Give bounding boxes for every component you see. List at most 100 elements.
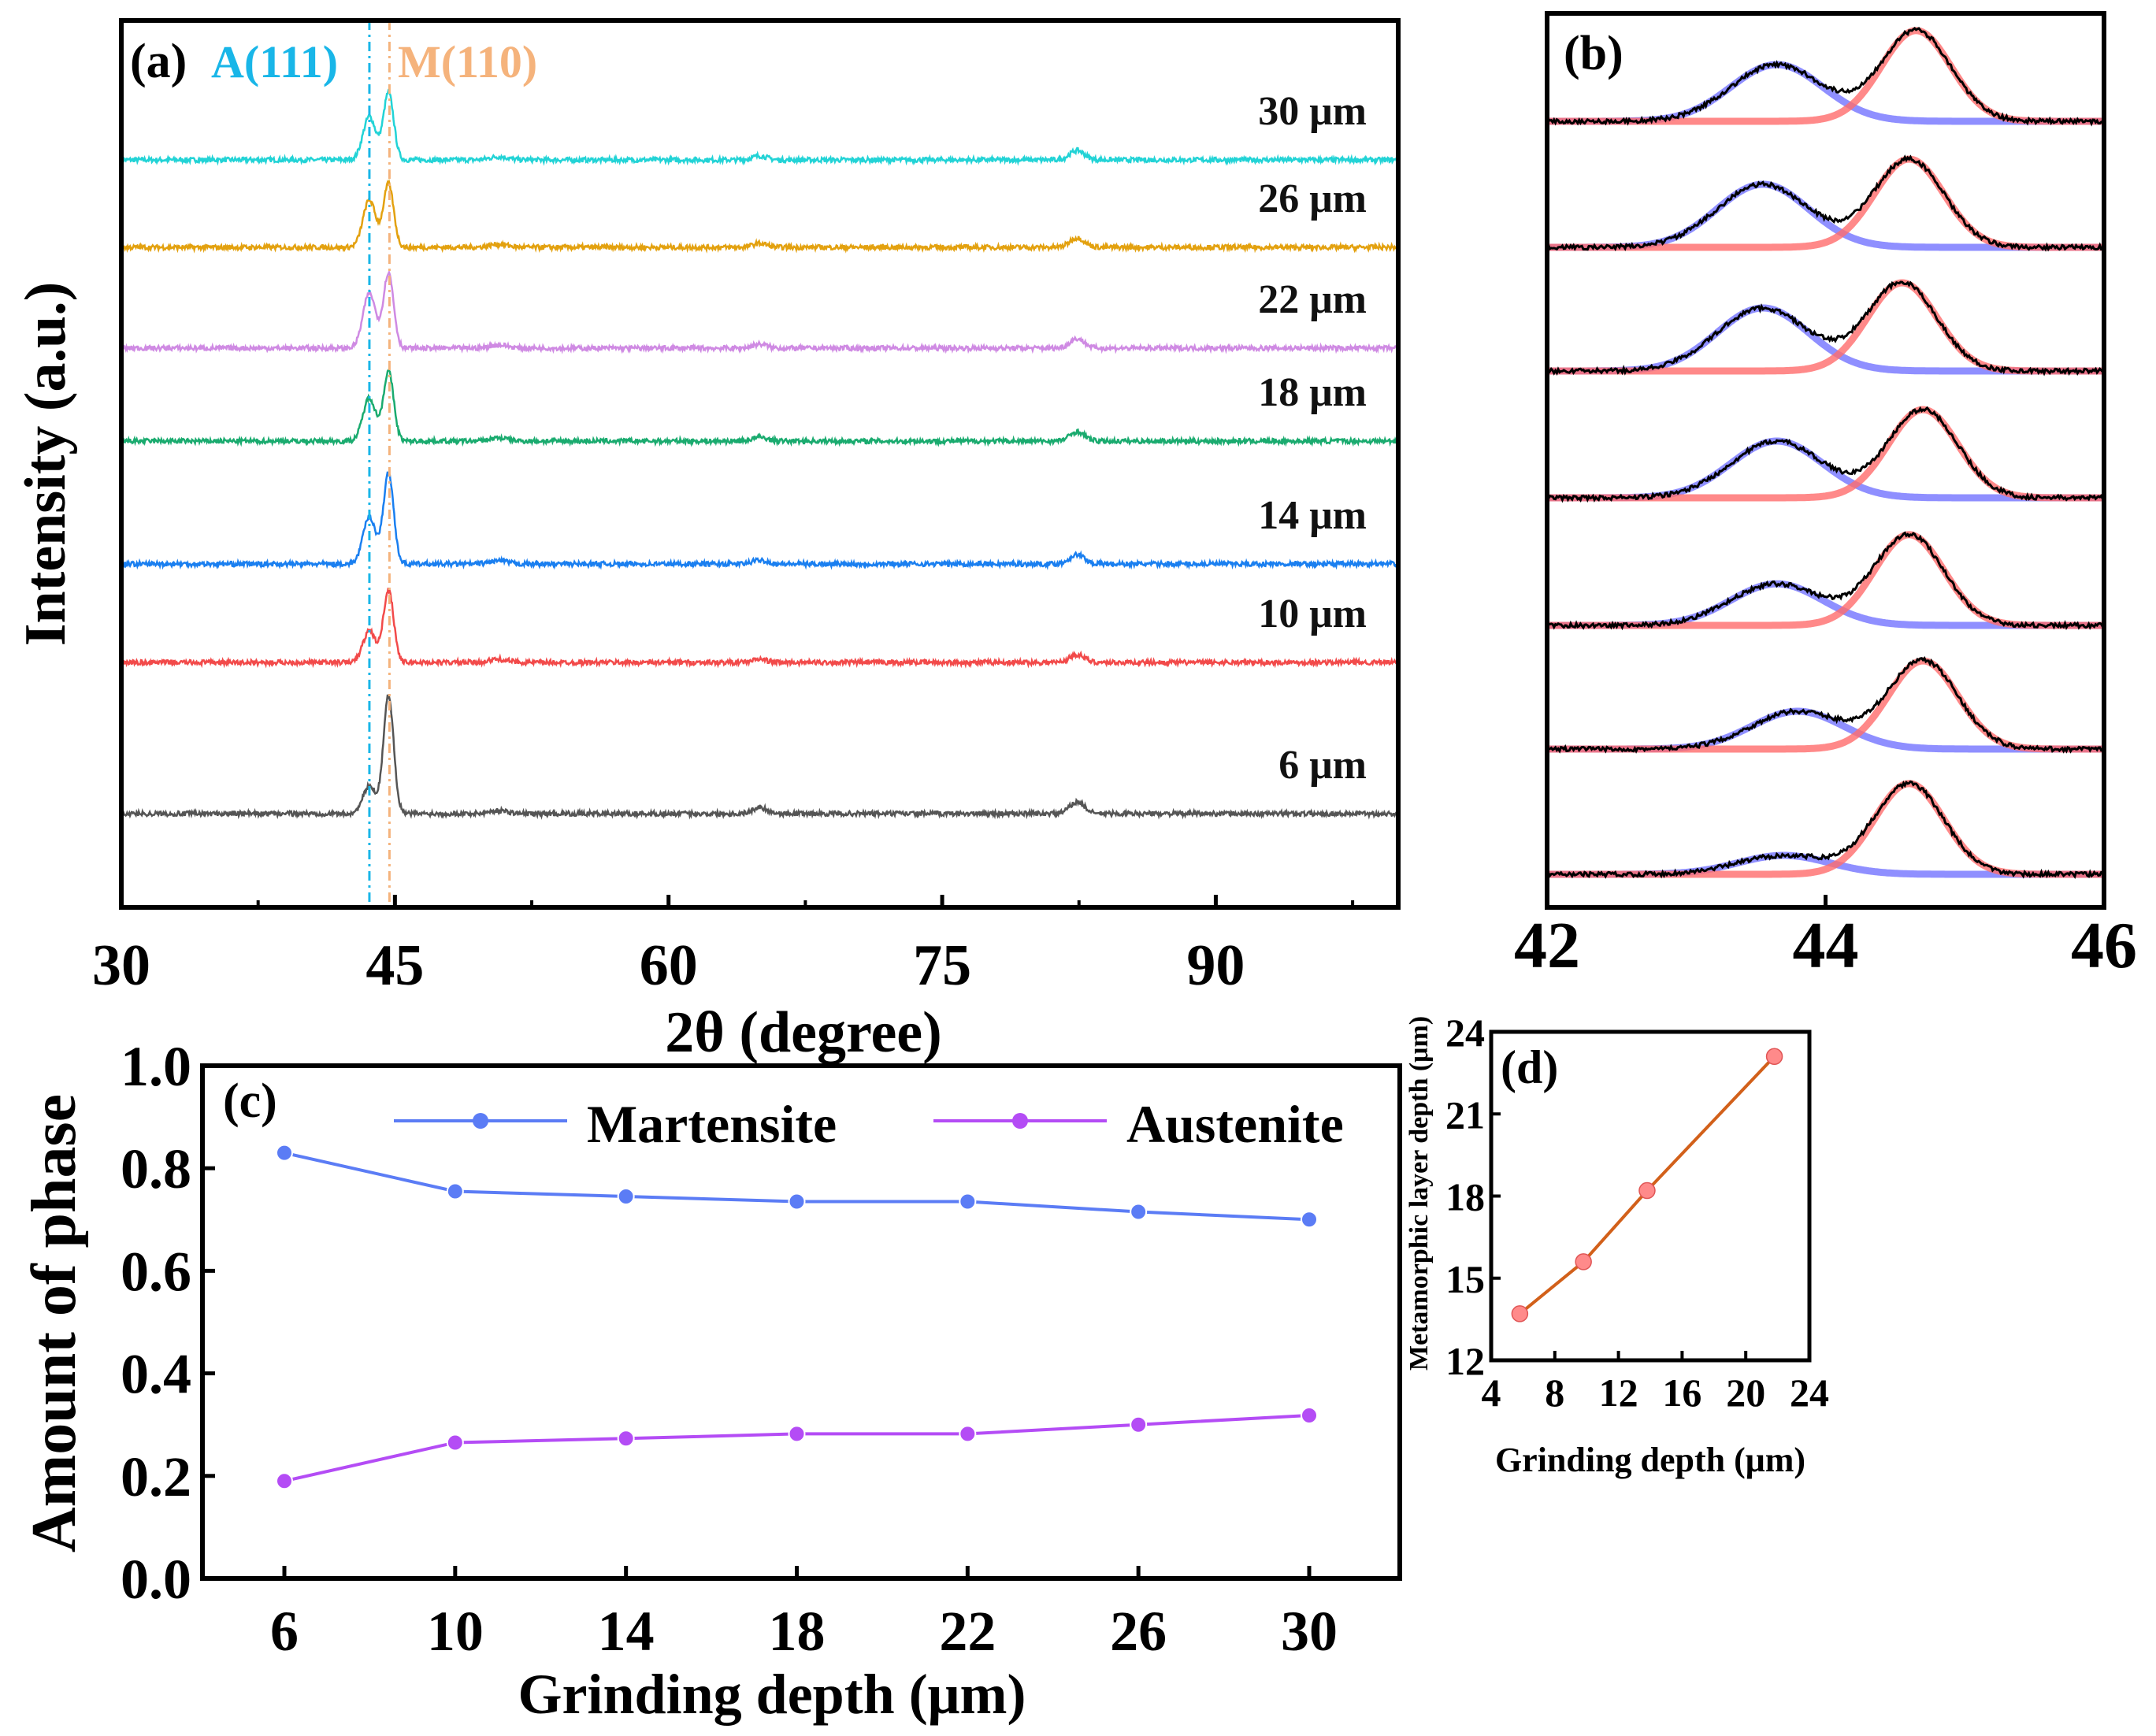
y-tick-label: 1.0	[121, 1035, 191, 1098]
martensite-fit-curve	[1547, 657, 2104, 753]
y-tick-label: 24	[1445, 1011, 1485, 1055]
x-tick-label: 45	[366, 933, 424, 998]
martensite-fit-curve	[1547, 406, 2104, 502]
xrd-trace	[120, 88, 1399, 166]
y-tick-label: 0.8	[121, 1137, 191, 1200]
legend-marker	[1012, 1113, 1028, 1129]
data-point	[1638, 1181, 1656, 1200]
martensite-fit-curve	[1547, 27, 2104, 125]
x-tick-label: 10	[427, 1600, 484, 1663]
y-axis-label: Metamorphic layer depth (μm)	[1405, 1016, 1434, 1371]
x-tick-label: 60	[640, 933, 698, 998]
data-point	[617, 1430, 635, 1448]
x-axis-label: Grinding depth (μm)	[518, 1663, 1026, 1726]
x-tick-label: 14	[598, 1600, 655, 1663]
xrd-trace	[120, 471, 1399, 570]
trace-label: 18 μm	[1258, 370, 1367, 415]
trace-label: 30 μm	[1258, 89, 1367, 134]
x-tick-label: 20	[1726, 1371, 1765, 1415]
data-point	[1765, 1048, 1783, 1066]
xrd-trace	[120, 178, 1398, 254]
panel-label: (d)	[1501, 1041, 1558, 1093]
y-tick-label: 0.4	[121, 1343, 191, 1406]
xrd-trace	[121, 269, 1398, 354]
x-tick-label: 46	[2071, 909, 2137, 982]
x-tick-label: 42	[1514, 909, 1580, 982]
measured-curve	[1546, 280, 2105, 377]
x-tick-label: 30	[1281, 1600, 1338, 1663]
trace-label: 14 μm	[1258, 493, 1367, 538]
series-line	[1519, 1055, 1776, 1315]
measured-curve	[1546, 154, 2106, 252]
measured-curve	[1546, 780, 2105, 879]
austenite-fit-curve	[1547, 61, 2104, 125]
y-tick-label: 15	[1445, 1257, 1485, 1301]
data-point	[1130, 1203, 1148, 1221]
martensite-fit-curve	[1547, 155, 2104, 251]
austenite-fit-curve	[1547, 437, 2104, 502]
measured-curve	[1546, 27, 2106, 127]
trace-label: 26 μm	[1258, 176, 1367, 221]
x-tick-label: 16	[1662, 1371, 1701, 1415]
x-tick-label: 22	[939, 1600, 996, 1663]
x-tick-label: 6	[270, 1600, 299, 1663]
data-point	[617, 1188, 635, 1206]
measured-curve	[1546, 655, 2106, 754]
plot-frame-c	[200, 1063, 1402, 1581]
peak-annotation: A(111)	[211, 36, 338, 87]
y-tick-label: 0.0	[121, 1548, 191, 1611]
trace-label: 6 μm	[1278, 743, 1367, 788]
peak-annotation: M(110)	[398, 36, 537, 87]
x-tick-label: 18	[769, 1600, 826, 1663]
xrd-trace	[120, 694, 1399, 820]
data-point	[276, 1472, 293, 1490]
x-tick-label: 12	[1599, 1371, 1638, 1415]
x-tick-label: 30	[92, 933, 150, 998]
y-axis-label: Intensity (a.u.)	[13, 282, 78, 647]
data-point	[1575, 1253, 1592, 1270]
trace-label: 22 μm	[1258, 277, 1367, 322]
legend-label: Austenite	[1126, 1094, 1344, 1154]
data-point	[959, 1425, 977, 1443]
panel-label: (c)	[223, 1074, 277, 1128]
data-point	[788, 1425, 806, 1443]
data-point	[959, 1193, 977, 1211]
x-tick-label: 90	[1186, 933, 1245, 998]
legend-label: Martensite	[587, 1094, 837, 1154]
x-tick-label: 44	[1793, 909, 1859, 982]
data-point	[446, 1182, 464, 1200]
y-axis-label: Amount of phase	[20, 1094, 89, 1552]
martensite-fit-curve	[1547, 531, 2104, 629]
y-tick-label: 21	[1445, 1092, 1485, 1137]
y-tick-label: 18	[1445, 1175, 1485, 1219]
panel-label: (a)	[130, 35, 187, 88]
x-tick-label: 24	[1790, 1371, 1829, 1415]
x-tick-label: 75	[913, 933, 971, 998]
data-point	[276, 1144, 293, 1162]
data-point	[1130, 1415, 1148, 1434]
x-tick-label: 26	[1110, 1600, 1167, 1663]
data-point	[446, 1434, 464, 1452]
plot-frame-b	[1545, 11, 2106, 910]
data-point	[1511, 1305, 1529, 1322]
y-tick-label: 0.2	[121, 1445, 191, 1508]
x-axis-label: Grinding depth (μm)	[1495, 1441, 1805, 1479]
measured-curve	[1547, 406, 2105, 503]
measured-curve	[1546, 531, 2106, 631]
x-tick-label: 8	[1545, 1371, 1564, 1415]
data-point	[1301, 1406, 1318, 1424]
x-tick-label: 4	[1482, 1371, 1501, 1415]
data-point	[788, 1193, 806, 1211]
xrd-trace	[121, 369, 1399, 447]
plot-frame-a	[119, 18, 1401, 910]
data-point	[1301, 1211, 1318, 1229]
trace-label: 10 μm	[1258, 592, 1367, 636]
y-tick-label: 0.6	[121, 1240, 191, 1303]
xrd-trace	[121, 588, 1399, 669]
y-tick-label: 12	[1445, 1339, 1485, 1383]
x-axis-label: 2θ (degree)	[665, 1000, 942, 1065]
legend-marker	[473, 1113, 488, 1129]
panel-label: (b)	[1564, 27, 1623, 80]
martensite-fit-curve	[1547, 279, 2104, 375]
